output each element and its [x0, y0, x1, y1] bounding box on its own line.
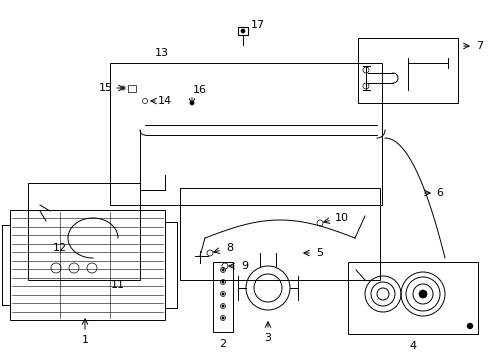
Circle shape: [222, 293, 224, 295]
Bar: [110, 63, 381, 205]
Circle shape: [418, 290, 426, 298]
Bar: [28, 183, 140, 280]
Bar: [357, 38, 457, 103]
Text: 3: 3: [264, 333, 271, 343]
Circle shape: [222, 317, 224, 319]
Bar: [128, 85, 136, 92]
Text: 9: 9: [241, 261, 248, 271]
Bar: [10, 210, 164, 320]
Text: 1: 1: [81, 335, 88, 345]
Circle shape: [467, 324, 471, 328]
Circle shape: [222, 269, 224, 271]
Text: 7: 7: [475, 41, 483, 51]
Circle shape: [241, 29, 244, 33]
Bar: [238, 27, 247, 35]
Bar: [213, 262, 232, 332]
Bar: [180, 188, 379, 280]
Text: 11: 11: [111, 280, 125, 290]
Text: 10: 10: [334, 213, 348, 223]
Text: 12: 12: [53, 243, 67, 253]
Text: 4: 4: [408, 341, 416, 351]
Text: 5: 5: [316, 248, 323, 258]
Circle shape: [190, 101, 194, 105]
Text: 13: 13: [155, 48, 169, 58]
Circle shape: [222, 305, 224, 307]
Circle shape: [222, 281, 224, 283]
Text: 14: 14: [158, 96, 172, 106]
Text: 16: 16: [193, 85, 206, 95]
Text: 17: 17: [250, 20, 264, 30]
Bar: [347, 262, 477, 334]
Text: 6: 6: [436, 188, 443, 198]
Text: 2: 2: [219, 339, 226, 349]
Text: 15: 15: [99, 83, 113, 93]
Text: 8: 8: [226, 243, 233, 253]
